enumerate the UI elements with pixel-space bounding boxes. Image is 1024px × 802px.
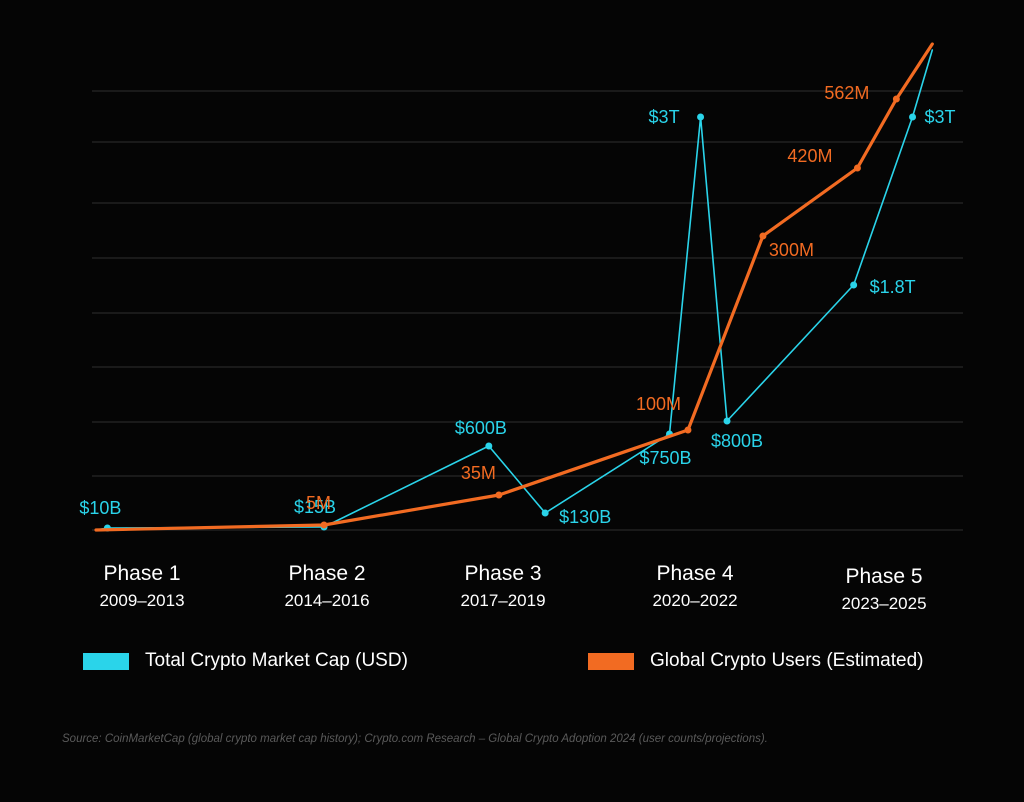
users-data-label: 300M	[769, 240, 814, 260]
users-point	[320, 521, 328, 529]
x-tick-sublabel: 2017–2019	[460, 591, 545, 610]
market-cap-data-label: $1.8T	[870, 277, 916, 297]
x-tick-sublabel: 2014–2016	[284, 591, 369, 610]
market-cap-point	[485, 442, 493, 450]
market-cap-line	[95, 49, 934, 531]
legend-item-users: Global Crypto Users (Estimated)	[588, 650, 923, 672]
legend-label-users: Global Crypto Users (Estimated)	[650, 650, 924, 671]
market-cap-point	[909, 113, 917, 121]
users-data-label: 100M	[636, 394, 681, 414]
users-point	[759, 232, 767, 240]
market-cap-point	[850, 281, 858, 289]
market-cap-data-label: $600B	[455, 418, 507, 438]
users-line	[94, 42, 934, 532]
market-cap-data-label: $800B	[711, 431, 763, 451]
users-data-label: 5M	[306, 493, 331, 513]
market-cap-point	[541, 509, 549, 517]
legend-swatch-market-cap	[83, 652, 129, 670]
users-point	[495, 491, 503, 499]
source-note: Source: CoinMarketCap (global crypto mar…	[62, 733, 768, 745]
market-cap-data-label: $750B	[639, 448, 691, 468]
market-cap-data-label: $15B	[294, 497, 336, 517]
x-tick-label: Phase 4	[656, 562, 733, 585]
market-cap-point	[723, 417, 731, 425]
x-tick-label: Phase 2	[288, 562, 365, 585]
x-tick-label: Phase 3	[464, 562, 541, 585]
chart: $10B $15B $600B $130B $750B $3T $800B $1.8T $3T 5…	[79, 42, 963, 613]
market-cap-data-label: $10B	[79, 498, 121, 518]
legend-label-market-cap: Total Crypto Market Cap (USD)	[145, 650, 408, 671]
market-cap-data-label: $3T	[649, 107, 680, 127]
market-cap-data-label: $130B	[559, 507, 611, 527]
users-data-label: 420M	[787, 146, 832, 166]
users-point	[853, 164, 861, 172]
users-data-label: 35M	[461, 463, 496, 483]
x-tick-sublabel: 2009–2013	[99, 591, 184, 610]
legend: Total Crypto Market Cap (USD) Global Cry…	[0, 650, 1024, 676]
legend-item-market-cap: Total Crypto Market Cap (USD)	[83, 650, 408, 672]
market-cap-point	[697, 113, 705, 121]
x-tick-sublabel: 2020–2022	[652, 591, 737, 610]
x-tick-label: Phase 5	[845, 565, 922, 588]
users-point	[684, 426, 692, 434]
market-cap-data-label: $3T	[925, 107, 956, 127]
users-data-label: 562M	[824, 83, 869, 103]
x-tick-sublabel: 2023–2025	[841, 594, 926, 613]
x-tick-label: Phase 1	[103, 562, 180, 585]
users-point	[892, 95, 900, 103]
legend-swatch-users	[588, 652, 634, 670]
